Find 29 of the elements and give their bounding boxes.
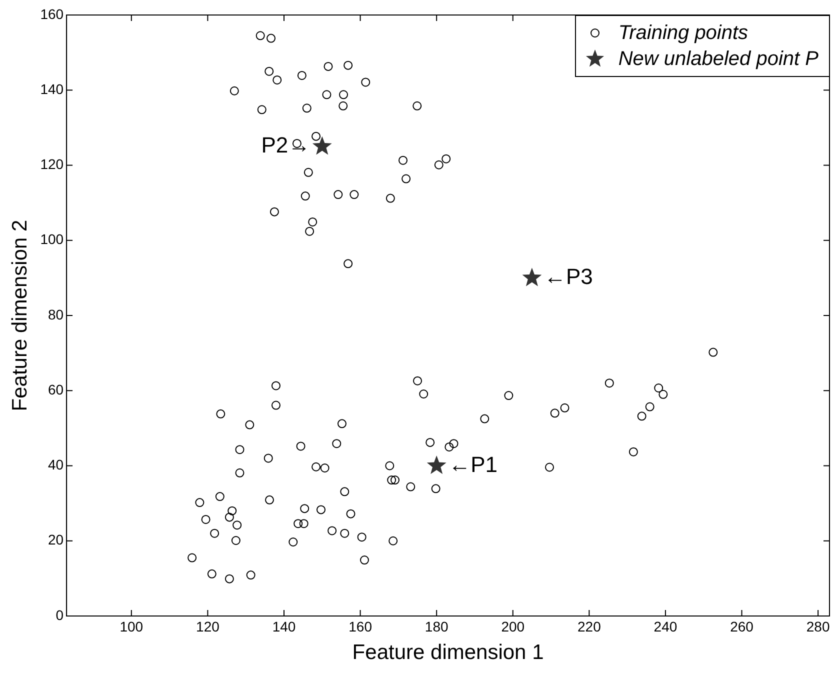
y-tick-label: 20 <box>48 532 64 548</box>
y-tick-label: 100 <box>40 231 64 248</box>
y-tick-label: 160 <box>40 6 64 22</box>
x-tick-label: 260 <box>730 618 754 634</box>
point <box>522 268 542 286</box>
annotation: ←P3 <box>544 264 593 289</box>
point <box>426 456 446 474</box>
x-tick-label: 240 <box>654 618 678 634</box>
legend-label: Training points <box>618 21 748 46</box>
y-tick-label: 40 <box>48 456 64 473</box>
legend-label: New unlabeled point P <box>618 47 818 72</box>
y-tick-label: 0 <box>56 606 64 623</box>
x-tick-label: 140 <box>272 618 296 634</box>
x-tick-label: 180 <box>424 618 448 634</box>
x-axis-title: Feature dimension 1 <box>352 641 544 664</box>
y-tick-label: 80 <box>48 306 64 322</box>
point <box>312 136 332 155</box>
x-tick-label: 120 <box>196 618 220 634</box>
x-tick-label: 160 <box>348 618 372 634</box>
y-axis-title: Feature dimension 2 <box>8 220 32 412</box>
y-tick-label: 140 <box>40 80 64 97</box>
x-tick-label: 200 <box>501 618 525 634</box>
y-tick-label: 120 <box>40 156 64 172</box>
x-tick-label: 220 <box>577 618 602 634</box>
annotation: P2→ <box>261 132 310 158</box>
y-tick-label: 60 <box>48 381 64 398</box>
x-tick-label: 280 <box>806 618 830 634</box>
x-tick-label: 100 <box>120 618 144 634</box>
annotation: ←P1 <box>448 452 498 477</box>
